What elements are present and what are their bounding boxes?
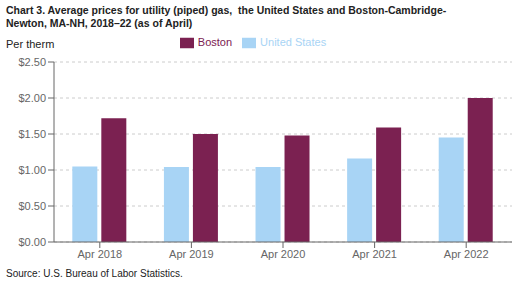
svg-text:Apr 2019: Apr 2019 (169, 248, 214, 260)
svg-text:$1.00: $1.00 (18, 164, 46, 176)
svg-text:$0.50: $0.50 (18, 200, 46, 212)
svg-text:Apr 2020: Apr 2020 (261, 248, 306, 260)
svg-text:$2.00: $2.00 (18, 92, 46, 104)
html-text:Newton, MA-NH, 2018–22 (as of: Newton, MA-NH, 2018–22 (as of April) (6, 17, 193, 29)
html-text:Chart 3. Average prices for ut: Chart 3. Average prices for utility (pip… (6, 4, 447, 16)
html-text:Per therm: Per therm (6, 38, 55, 50)
svg-text:Apr 2022: Apr 2022 (444, 248, 489, 260)
html-text:Boston: Boston (197, 36, 233, 48)
html-text:Source: U.S. Bureau of Labor S: Source: U.S. Bureau of Labor Statistics. (6, 268, 183, 279)
svg-text:$1.50: $1.50 (18, 128, 46, 140)
svg-text:Apr 2021: Apr 2021 (352, 248, 397, 260)
html-text:United States: United States (260, 36, 327, 48)
svg-text:$0.00: $0.00 (18, 236, 46, 248)
svg-text:$2.50: $2.50 (18, 56, 46, 68)
svg-text:Apr 2018: Apr 2018 (77, 248, 122, 260)
